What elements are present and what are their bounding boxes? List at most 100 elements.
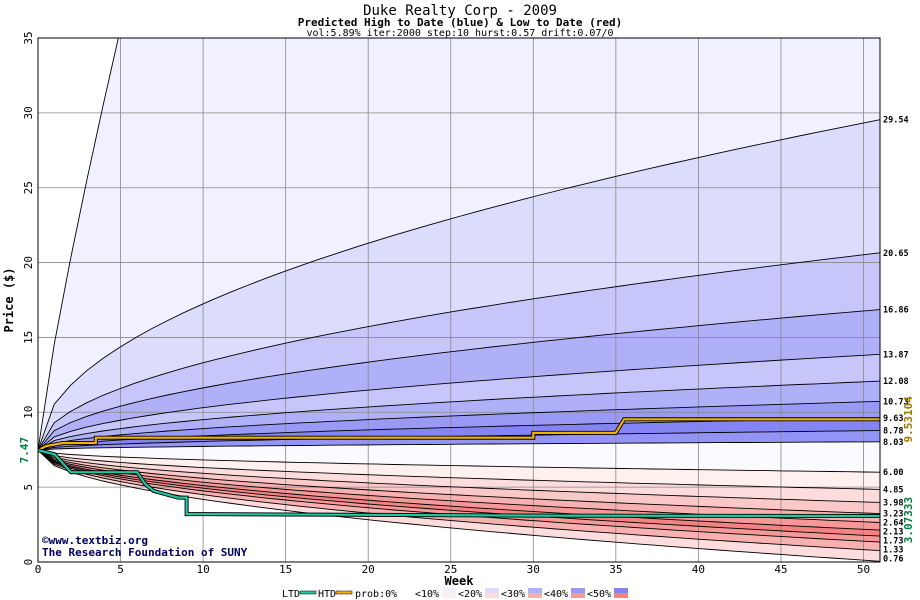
x-tick-label: 5 (117, 563, 124, 576)
plot-area (38, 38, 880, 562)
chart-title: Duke Realty Corp - 2009 (363, 3, 557, 19)
x-tick-label: 15 (279, 563, 292, 576)
quantile-value-label: 13.87 (883, 350, 909, 360)
quantile-line (38, 441, 880, 451)
chart-params: vol:5.89% iter:2000 step:10 hurst:0.57 d… (306, 28, 614, 39)
legend-item-swatch-low (485, 593, 499, 598)
quantile-value-label: 8.03 (883, 438, 903, 448)
quantile-value-label: 10.73 (883, 397, 909, 407)
low-band (38, 450, 880, 543)
y-tick-label: 0 (22, 559, 35, 566)
y-axis-label: Price ($) (2, 267, 16, 332)
quantile-value-label: 8.78 (883, 427, 903, 437)
quantile-value-label: 6.00 (883, 468, 903, 478)
quantile-line (38, 449, 880, 473)
quantile-value-label: 4.85 (883, 485, 903, 495)
low-band (38, 450, 880, 514)
ltd-end-value-label: 3.07333 (902, 497, 915, 543)
quantile-value-label: 1.73 (883, 537, 903, 547)
x-tick-label: 20 (362, 563, 375, 576)
legend-prob-swatch-high (399, 588, 413, 593)
x-tick-label: 10 (196, 563, 209, 576)
legend-htd-swatch (335, 590, 353, 595)
high-band (38, 252, 880, 451)
quantile-value-label: 9.63 (883, 414, 903, 424)
low-band (38, 450, 880, 531)
quantile-line (38, 252, 880, 451)
legend-item-swatch-low (528, 593, 542, 598)
watermark-line-2: The Research Foundation of SUNY (42, 546, 248, 559)
y-tick-label: 5 (22, 484, 35, 491)
y-tick-label: 30 (22, 106, 35, 119)
quantile-line (38, 400, 880, 451)
x-axis-label: Week (445, 574, 475, 588)
legend-item-swatch-high (485, 588, 499, 593)
x-tick-label: 0 (35, 563, 42, 576)
x-tick-label: 45 (774, 563, 787, 576)
high-band (38, 430, 880, 451)
low-band (38, 450, 880, 562)
y-tick-label: 10 (22, 406, 35, 419)
quantile-value-label: 29.54 (883, 116, 909, 126)
x-tick-label: 40 (692, 563, 705, 576)
chart-subtitle: Predicted High to Date (blue) & Low to D… (297, 16, 623, 29)
quantile-line (38, 449, 880, 537)
quantile-line (38, 449, 880, 503)
high-band (38, 309, 880, 451)
low-band (38, 450, 880, 537)
quantile-value-label: 3.23 (883, 510, 903, 520)
start-price-label: 7.47 (18, 437, 31, 464)
low-band (38, 450, 880, 490)
y-tick-label: 25 (22, 181, 35, 194)
y-tick-label: 15 (22, 331, 35, 344)
legend-item-label: <10% (415, 589, 439, 600)
legend-prob-swatch-low (399, 593, 413, 598)
quantile-value-label: 2.64 (883, 519, 903, 529)
quantile-value-label: 1.33 (883, 546, 903, 556)
legend-item-swatch-low (442, 593, 456, 598)
legend-htd-label: HTD (318, 589, 336, 600)
high-band (38, 119, 880, 451)
quantile-line (38, 449, 880, 531)
x-tick-label: 50 (857, 563, 870, 576)
legend-prob-label: prob:0% (355, 589, 397, 600)
legend-ltd-swatch (299, 590, 317, 595)
quantile-line (38, 449, 880, 562)
legend-item-label: <20% (458, 589, 482, 600)
y-tick-label: 35 (22, 31, 35, 44)
high-band (38, 401, 880, 451)
legend-item-swatch-high (528, 588, 542, 593)
plot-border (37, 37, 881, 563)
quantile-line (38, 309, 880, 451)
quantile-line (38, 119, 880, 451)
x-tick-label: 35 (609, 563, 622, 576)
ltd-line (38, 449, 880, 518)
watermark-line-1: ©www.textbiz.org (42, 534, 148, 547)
quantile-line (38, 449, 880, 515)
htd-end-value-label: 9.53104 (902, 396, 915, 443)
low-band (38, 450, 880, 551)
high-band (38, 417, 880, 451)
high-band (38, 354, 880, 451)
legend-item-swatch-high (442, 588, 456, 593)
quantile-value-label: 0.76 (883, 555, 903, 565)
legend-item-label: <40% (544, 589, 568, 600)
quantile-line (38, 449, 880, 552)
quantile-value-label: 16.86 (883, 306, 909, 316)
high-band (38, 38, 880, 451)
x-tick-label: 30 (527, 563, 540, 576)
legend-item-swatch-high (571, 588, 585, 593)
legend-item-swatch-high (614, 588, 628, 593)
legend-item-swatch-low (614, 593, 628, 598)
quantile-value-label: 12.08 (883, 377, 909, 387)
quantile-value-label: 2.13 (883, 528, 903, 538)
legend-item-swatch-low (571, 593, 585, 598)
legend-ltd-label: LTD (282, 589, 300, 600)
htd-line (38, 418, 880, 452)
quantile-line (38, 380, 880, 451)
quantile-value-label: 3.98 (883, 498, 903, 508)
x-tick-label: 25 (444, 563, 457, 576)
median-band (38, 441, 880, 473)
quantile-value-label: 20.65 (883, 249, 909, 259)
